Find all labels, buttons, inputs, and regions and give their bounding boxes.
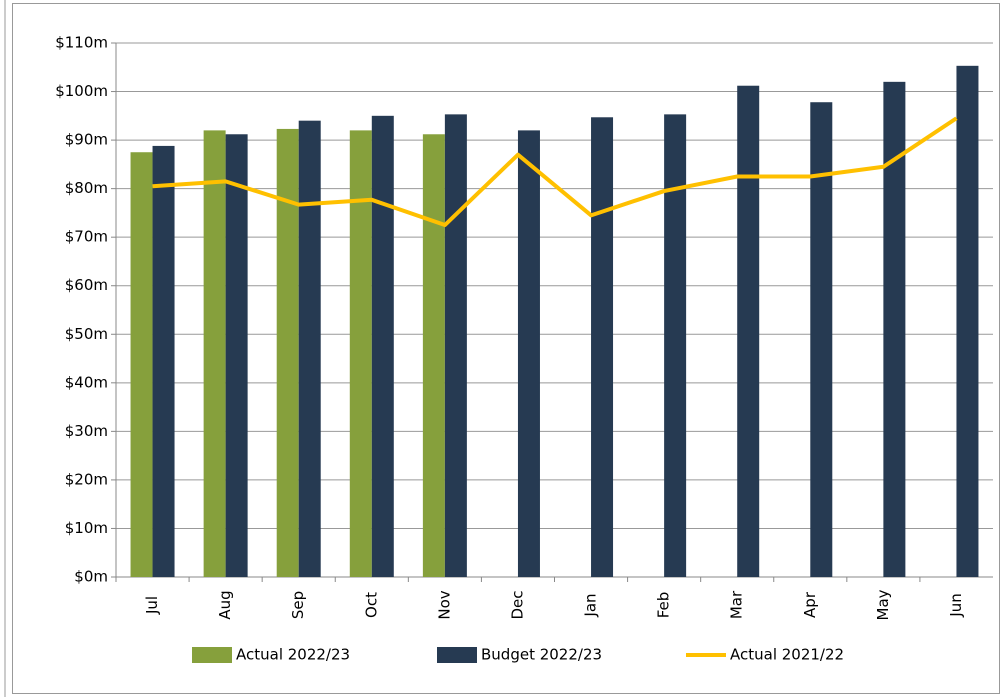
bar: [298, 120, 321, 577]
x-tick-label: Jun: [947, 593, 965, 617]
bar: [883, 81, 906, 577]
x-tick-label: Mar: [728, 590, 746, 619]
y-tick-label: $20m: [65, 470, 108, 488]
x-tick-label: May: [874, 589, 892, 620]
bar: [956, 65, 979, 578]
y-tick-label: $90m: [65, 131, 108, 149]
bar: [444, 114, 467, 577]
bar: [203, 130, 226, 577]
bar: [664, 114, 687, 577]
x-tick-label: Apr: [801, 591, 819, 618]
line: [152, 116, 958, 228]
x-tick-label: Jan: [582, 593, 600, 617]
bar: [517, 130, 540, 577]
bar: [810, 102, 833, 577]
legend-label: Actual 2021/22: [730, 646, 844, 664]
bar: [130, 152, 153, 577]
legend-label: Budget 2022/23: [481, 646, 602, 664]
chart-border: [12, 3, 1000, 694]
x-tick-label: Sep: [289, 591, 307, 619]
legend-swatch: [192, 647, 232, 663]
bar: [737, 85, 760, 577]
y-tick-label: $110m: [55, 34, 108, 52]
y-tick-label: $40m: [65, 373, 108, 391]
y-tick-label: $30m: [65, 422, 108, 440]
x-tick-label: Nov: [435, 590, 453, 619]
bar: [371, 115, 394, 578]
y-tick-label: $70m: [65, 228, 108, 246]
y-tick-label: $10m: [65, 519, 108, 537]
legend-swatch: [437, 647, 477, 663]
y-tick-label: $0m: [74, 568, 108, 586]
x-tick-label: Dec: [508, 590, 526, 619]
x-tick-label: Feb: [655, 592, 673, 619]
y-tick-label: $100m: [55, 82, 108, 100]
x-tick-label: Aug: [216, 590, 234, 619]
bar: [591, 117, 614, 578]
x-tick-label: Oct: [362, 592, 380, 618]
bar: [152, 145, 175, 577]
bar: [422, 134, 445, 578]
bar: [225, 134, 248, 578]
y-tick-label: $80m: [65, 179, 108, 197]
bar: [276, 128, 299, 577]
y-tick-label: $50m: [65, 325, 108, 343]
legend-label: Actual 2022/23: [236, 646, 350, 664]
y-tick-label: $60m: [65, 276, 108, 294]
bar: [349, 130, 372, 577]
x-tick-label: Jul: [143, 596, 161, 615]
